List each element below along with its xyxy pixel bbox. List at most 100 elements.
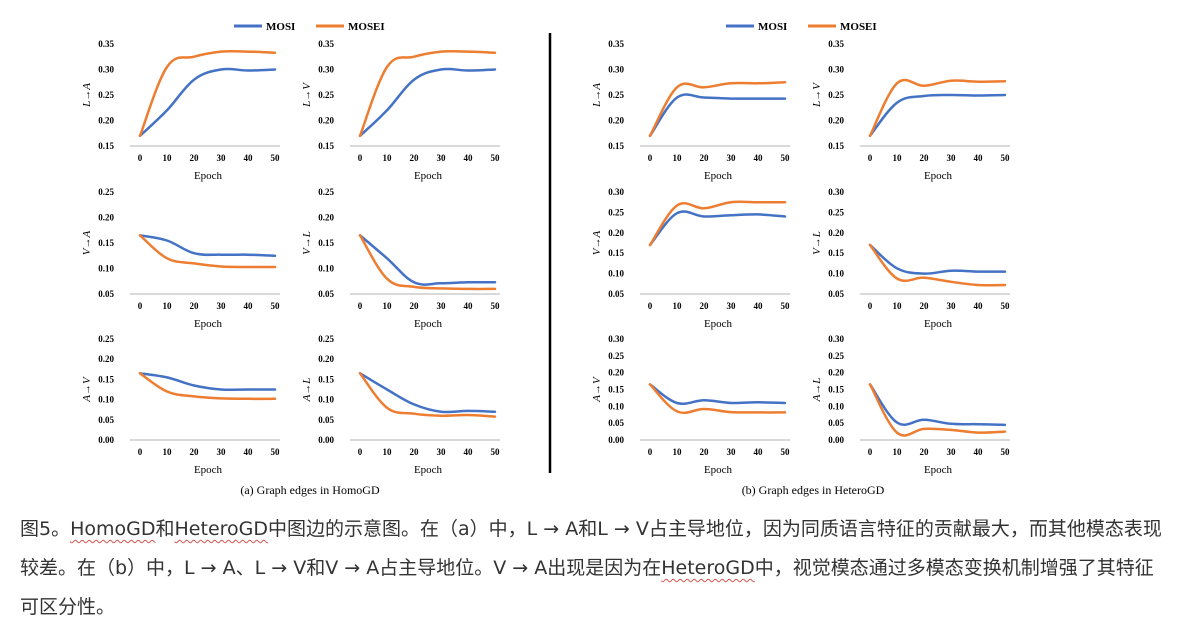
x-tick-label: 20 [920, 301, 930, 311]
y-tick-label: 0.05 [608, 418, 624, 428]
y-tick-label: 0.25 [98, 90, 114, 100]
y-tick-label: 0.10 [828, 401, 844, 411]
y-axis-label: V→A [81, 231, 93, 256]
x-tick-label: 50 [1001, 301, 1011, 311]
y-axis-label: L→A [81, 83, 93, 108]
caption-term: HomoGD [70, 518, 156, 540]
x-axis-label: Epoch [704, 170, 733, 182]
y-axis-label: V→L [301, 231, 313, 255]
y-axis-label: V→A [591, 231, 603, 256]
x-tick-label: 20 [410, 447, 420, 457]
series-line-mosei [868, 78, 1007, 138]
y-tick-label: 0.30 [828, 187, 844, 197]
x-tick-label: 10 [673, 447, 683, 457]
series-line-mosei [358, 372, 497, 418]
x-axis-label: Epoch [194, 464, 223, 476]
y-tick-label: 0.10 [828, 269, 844, 279]
x-axis-label: Epoch [924, 170, 953, 182]
legend-label-mosei: MOSEI [840, 21, 877, 33]
y-tick-label: 0.20 [608, 228, 624, 238]
y-tick-label: 0.20 [318, 116, 334, 126]
x-tick-label: 20 [410, 301, 420, 311]
y-tick-label: 0.15 [608, 385, 624, 395]
y-tick-label: 0.15 [828, 248, 844, 258]
x-tick-label: 40 [464, 153, 474, 163]
chart-a-V-to-A: 0.05 0.10 0.15 0.20 0.25 0 10 20 30 40 50 Epoch V→A [81, 187, 280, 330]
y-tick-label: 0.25 [608, 90, 624, 100]
y-tick-label: 0.25 [318, 334, 334, 344]
y-tick-label: 0.15 [608, 141, 624, 151]
y-tick-label: 0.15 [828, 141, 844, 151]
x-tick-label: 0 [648, 447, 653, 457]
y-tick-label: 0.20 [608, 116, 624, 126]
chart-b-V-to-L: 0.05 0.10 0.15 0.20 0.25 0.30 0 10 20 30 40 50 Epoch… [811, 187, 1010, 330]
y-tick-label: 0.30 [98, 65, 114, 75]
x-tick-label: 30 [727, 447, 737, 457]
y-tick-label: 0.05 [318, 289, 334, 299]
y-tick-label: 0.20 [828, 228, 844, 238]
x-tick-label: 0 [868, 447, 873, 457]
y-tick-label: 0.30 [608, 65, 624, 75]
x-tick-label: 50 [271, 301, 281, 311]
y-tick-label: 0.25 [828, 207, 844, 217]
y-tick-label: 0.10 [318, 264, 334, 274]
y-tick-label: 0.30 [608, 187, 624, 197]
y-tick-label: 0.10 [98, 264, 114, 274]
y-tick-label: 0.00 [98, 435, 114, 445]
x-tick-label: 0 [358, 153, 363, 163]
x-tick-label: 50 [491, 447, 501, 457]
x-tick-label: 40 [244, 447, 254, 457]
series-line-mosi [358, 234, 497, 286]
y-axis-label: L→A [591, 83, 603, 108]
x-tick-label: 30 [947, 447, 957, 457]
x-tick-label: 40 [754, 301, 764, 311]
x-tick-label: 30 [217, 447, 227, 457]
x-tick-label: 50 [491, 153, 501, 163]
y-tick-label: 0.20 [318, 354, 334, 364]
x-tick-label: 30 [437, 153, 447, 163]
x-tick-label: 30 [727, 301, 737, 311]
series-line-mosei [358, 49, 497, 138]
y-axis-label: L→V [301, 82, 313, 108]
x-tick-label: 40 [974, 447, 984, 457]
y-tick-label: 0.15 [318, 141, 334, 151]
x-tick-label: 20 [190, 301, 200, 311]
caption-text: 图5。 [20, 518, 71, 540]
y-tick-label: 0.25 [318, 187, 334, 197]
y-tick-label: 0.30 [828, 65, 844, 75]
x-axis-label: Epoch [704, 464, 733, 476]
x-tick-label: 50 [1001, 447, 1011, 457]
y-tick-label: 0.05 [828, 418, 844, 428]
y-tick-label: 0.20 [828, 116, 844, 126]
y-tick-label: 0.15 [98, 374, 114, 384]
x-tick-label: 50 [271, 153, 281, 163]
x-tick-label: 0 [138, 153, 143, 163]
x-tick-label: 50 [781, 153, 791, 163]
x-tick-label: 20 [190, 447, 200, 457]
chart-a-L-to-V: 0.15 0.20 0.25 0.30 0.35 0 10 20 30 40 50 Epoch L→V [301, 39, 500, 182]
x-tick-label: 20 [700, 301, 710, 311]
series-line-mosei [648, 80, 787, 138]
series-line-mosi [138, 234, 277, 258]
x-tick-label: 0 [648, 301, 653, 311]
legend: MOSI MOSEI [726, 21, 877, 33]
x-tick-label: 10 [673, 153, 683, 163]
x-tick-label: 20 [700, 153, 710, 163]
legend: MOSI MOSEI [234, 21, 385, 33]
x-tick-label: 20 [920, 153, 930, 163]
x-axis-label: Epoch [704, 318, 733, 330]
x-tick-label: 0 [868, 301, 873, 311]
x-tick-label: 40 [974, 301, 984, 311]
x-axis-label: Epoch [414, 318, 443, 330]
x-tick-label: 10 [383, 301, 393, 311]
caption-text: 和 [155, 518, 175, 540]
x-tick-label: 40 [754, 153, 764, 163]
y-axis-label: V→L [811, 231, 823, 255]
x-tick-label: 10 [383, 153, 393, 163]
x-tick-label: 30 [947, 153, 957, 163]
y-tick-label: 0.05 [318, 415, 334, 425]
y-tick-label: 0.05 [608, 289, 624, 299]
x-tick-label: 50 [781, 447, 791, 457]
x-axis-label: Epoch [194, 318, 223, 330]
chart-a-A-to-L: 0.00 0.05 0.10 0.15 0.20 0.25 0 10 20 30 40 50 Epoch… [301, 334, 500, 476]
